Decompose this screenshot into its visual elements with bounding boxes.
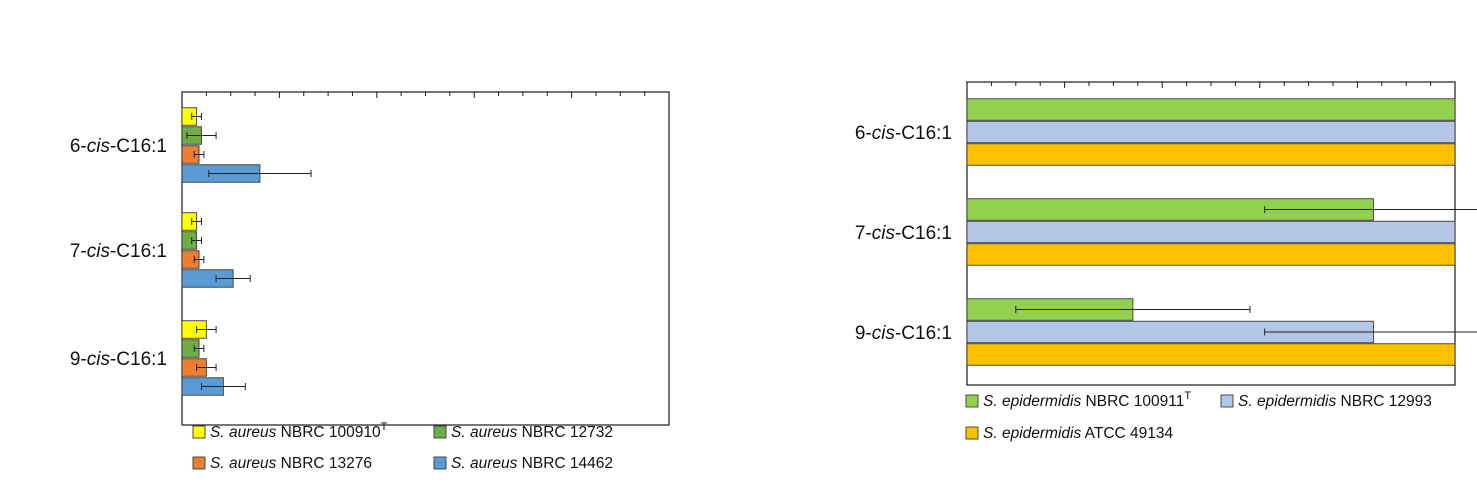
bar [966, 143, 1456, 166]
panel-a-chart: 6-cis-C16:17-cis-C16:19-cis-C16:1S. aure… [70, 91, 670, 472]
legend-swatch [1220, 394, 1234, 408]
legend-species: S. aureus [451, 424, 518, 441]
legend-swatch [192, 425, 206, 439]
legend-strain: NBRC 100910 [281, 424, 381, 441]
legend-superscript: T [1184, 390, 1191, 402]
legend-strain: NBRC 12732 [522, 424, 613, 441]
bar [966, 220, 1456, 244]
legend-species: S. epidermidis [1238, 393, 1336, 410]
category-label: 9-cis-C16:1 [855, 323, 952, 344]
panel-b-chart: 6-cis-C16:17-cis-C16:19-cis-C16:1S. epid… [855, 81, 1477, 442]
category-label-prefix: 9- [855, 323, 872, 344]
category-label: 7-cis-C16:1 [855, 223, 952, 244]
legend-swatch [965, 394, 979, 408]
category-label-suffix: -C16:1 [110, 136, 167, 157]
legend-strain: NBRC 100911 [1086, 393, 1185, 410]
category-label-prefix: 6- [70, 136, 87, 157]
legend-entry: S. aureus NBRC 12732 [451, 424, 613, 441]
legend-strain: NBRC 13276 [281, 455, 372, 472]
category-label-prefix: 9- [70, 349, 87, 370]
category-label-italic: cis [87, 241, 111, 262]
legend-species: S. aureus [210, 424, 277, 441]
category-label: 7-cis-C16:1 [70, 241, 167, 262]
legend-entry: S. aureus NBRC 13276 [210, 455, 372, 472]
legend-swatch [965, 426, 979, 440]
legend-species: S. aureus [210, 455, 277, 472]
category-label-prefix: 6- [855, 123, 872, 144]
category-label-suffix: -C16:1 [895, 323, 952, 344]
category-label-prefix: 7- [855, 223, 872, 244]
bar [966, 343, 1456, 366]
category-label-suffix: -C16:1 [110, 349, 167, 370]
legend-swatch [433, 456, 447, 470]
category-label: 9-cis-C16:1 [70, 349, 167, 370]
category-label-italic: cis [87, 136, 111, 157]
category-label-prefix: 7- [70, 241, 87, 262]
legend-strain: NBRC 14462 [522, 455, 613, 472]
legend-species: S. aureus [451, 455, 518, 472]
category-label-suffix: -C16:1 [895, 123, 952, 144]
legend-entry: S. aureus NBRC 14462 [451, 455, 613, 472]
category-label-italic: cis [872, 323, 896, 344]
bar [966, 120, 1456, 144]
legend-entry: S. aureus NBRC 100910T [210, 421, 388, 441]
legend-strain: NBRC 12993 [1341, 393, 1432, 410]
legend-species: S. epidermidis [983, 393, 1081, 410]
category-label-suffix: -C16:1 [895, 223, 952, 244]
legend-superscript: T [381, 421, 388, 433]
legend-strain: ATCC 49134 [1085, 425, 1174, 442]
category-label: 6-cis-C16:1 [855, 123, 952, 144]
category-label-italic: cis [87, 349, 111, 370]
bar [966, 98, 1456, 121]
legend-entry: S. epidermidis NBRC 12993 [1238, 393, 1432, 410]
legend-entry: S. epidermidis ATCC 49134 [983, 425, 1174, 442]
legend-species: S. epidermidis [983, 425, 1081, 442]
plot-frame [181, 91, 670, 426]
category-label: 6-cis-C16:1 [70, 136, 167, 157]
legend-swatch [433, 425, 447, 439]
legend-swatch [192, 456, 206, 470]
category-label-italic: cis [872, 123, 896, 144]
legend-entry: S. epidermidis NBRC 100911T [983, 390, 1191, 410]
bar [966, 243, 1456, 266]
category-label-italic: cis [872, 223, 896, 244]
category-label-suffix: -C16:1 [110, 241, 167, 262]
